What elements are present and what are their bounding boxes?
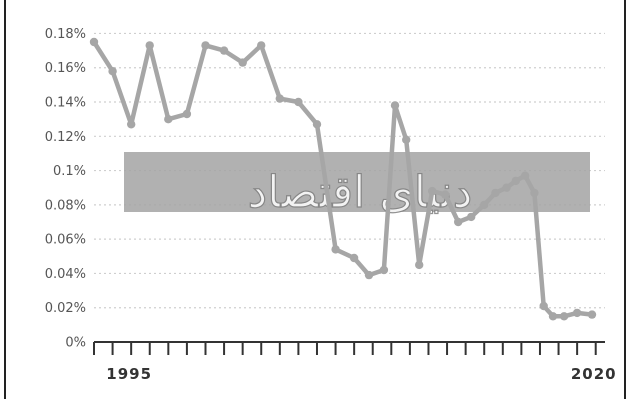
- data-point: [390, 101, 400, 110]
- data-point: [454, 217, 463, 227]
- data-point: [467, 212, 476, 222]
- data-point: [349, 253, 359, 263]
- right-border: [624, 0, 626, 399]
- data-point: [415, 260, 424, 270]
- y-tick-label: 0.04%: [45, 267, 86, 282]
- data-point: [257, 41, 266, 50]
- data-point: [530, 188, 539, 198]
- data-point: [89, 37, 99, 47]
- data-point: [402, 135, 411, 144]
- y-tick-label: 0.06%: [45, 233, 86, 248]
- data-point: [364, 270, 374, 280]
- data-point: [238, 58, 247, 67]
- y-tick-label: 0.1%: [53, 164, 86, 179]
- data-point: [491, 188, 500, 198]
- data-point: [511, 176, 520, 186]
- y-tick-label: 0%: [65, 336, 86, 351]
- data-point: [312, 120, 322, 129]
- y-tick-label: 0.16%: [45, 61, 86, 76]
- y-tick-label: 0.12%: [45, 130, 86, 145]
- x-tick-label: 1995: [106, 365, 152, 383]
- data-point: [548, 312, 558, 321]
- x-tick-label: 2020: [571, 365, 617, 383]
- data-point: [502, 183, 511, 192]
- x-axis: [93, 341, 605, 355]
- data-point: [127, 120, 136, 129]
- data-point: [559, 312, 569, 321]
- y-axis-tick-labels: 0% 0.02% 0.04% 0.06% 0.08% 0.1% 0.12% 0.14% 0.16…: [45, 27, 86, 351]
- data-point: [428, 186, 437, 196]
- data-point: [480, 200, 489, 210]
- data-point: [331, 245, 340, 254]
- data-point: [201, 41, 210, 50]
- data-point: [587, 310, 597, 319]
- left-border: [4, 0, 6, 399]
- data-point: [520, 171, 530, 180]
- data-point: [145, 41, 154, 50]
- data-point: [441, 190, 450, 199]
- y-tick-label: 0.14%: [45, 96, 86, 111]
- x-axis-tick-labels: 1995 2020: [106, 365, 617, 383]
- data-point: [182, 109, 192, 119]
- data-point: [572, 308, 582, 318]
- y-tick-label: 0.08%: [45, 198, 86, 213]
- series: [89, 37, 597, 321]
- data-point: [219, 46, 229, 55]
- data-point: [275, 94, 284, 103]
- data-point: [164, 115, 173, 124]
- data-point: [108, 67, 117, 76]
- watermark: دنیای اقتصاد: [124, 152, 590, 219]
- data-point: [294, 97, 303, 107]
- data-point: [539, 301, 548, 311]
- data-point: [379, 265, 389, 275]
- y-tick-label: 0.02%: [45, 301, 86, 316]
- y-tick-label: 0.18%: [45, 27, 86, 42]
